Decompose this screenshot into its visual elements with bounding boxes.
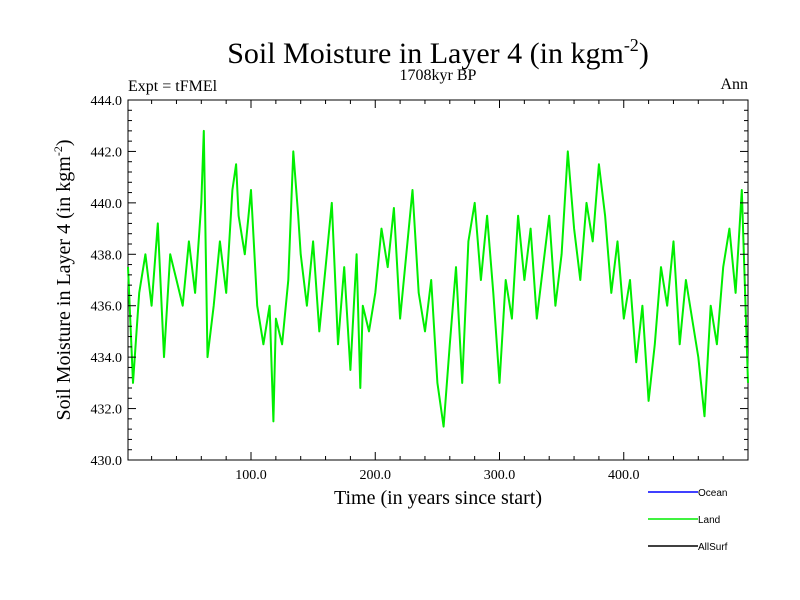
y-tick-label: 436.0 xyxy=(91,300,123,315)
legend-label-allsurf: AllSurf xyxy=(698,542,728,553)
season-label: Ann xyxy=(720,76,748,93)
legend-label-land: Land xyxy=(698,515,720,526)
y-tick-label: 432.0 xyxy=(91,403,123,418)
y-axis-label: Soil Moisture in Layer 4 (in kgm-2) xyxy=(51,139,75,420)
y-tick-label: 440.0 xyxy=(91,197,123,212)
y-tick-label: 438.0 xyxy=(91,248,123,263)
chart-title: Soil Moisture in Layer 4 (in kgm-2) xyxy=(227,35,649,70)
legend-label-ocean: Ocean xyxy=(698,488,727,499)
y-tick-label: 434.0 xyxy=(91,351,123,366)
x-axis-ticks: 100.0 200.0 300.0 400.0 xyxy=(151,100,724,483)
x-tick-label: 300.0 xyxy=(484,468,516,483)
experiment-label: Expt = tFMEl xyxy=(128,78,218,95)
x-axis-label: Time (in years since start) xyxy=(334,487,542,509)
x-tick-label: 200.0 xyxy=(360,468,392,483)
series-layer xyxy=(127,129,749,428)
y-tick-label: 444.0 xyxy=(91,94,123,109)
y-axis-ticks: 430.0 432.0 434.0 436.0 438.0 440.0 442.0 444.0 xyxy=(91,94,748,469)
legend: Ocean Land AllSurf xyxy=(648,488,728,553)
chart-subtitle: 1708kyr BP xyxy=(400,67,477,84)
plot-frame xyxy=(127,99,749,461)
series-line-land xyxy=(127,129,749,428)
x-tick-label: 400.0 xyxy=(608,468,640,483)
y-tick-label: 430.0 xyxy=(91,454,123,469)
y-tick-label: 442.0 xyxy=(91,145,123,160)
x-tick-label: 100.0 xyxy=(235,468,267,483)
